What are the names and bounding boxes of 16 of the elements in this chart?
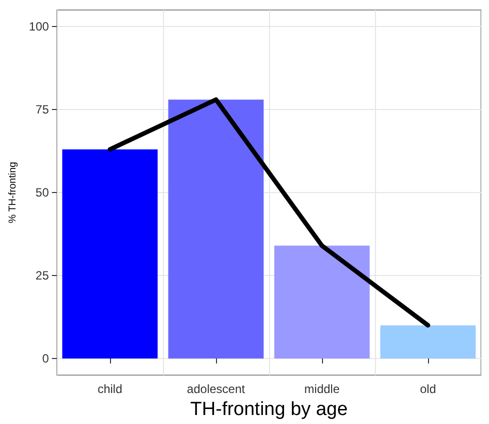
y-tick-label: 0 xyxy=(42,352,50,366)
y-tick-label: 25 xyxy=(36,268,50,283)
x-tick-label: adolescent xyxy=(186,382,246,396)
bar xyxy=(380,325,476,359)
y-tick-label: 50 xyxy=(36,186,50,200)
y-tick-label: 100 xyxy=(28,20,50,34)
bar xyxy=(168,100,264,359)
bar xyxy=(274,246,370,359)
y-axis-title: % TH-fronting xyxy=(8,162,18,224)
bar xyxy=(62,149,158,359)
x-tick-label: child xyxy=(98,382,122,396)
x-tick-label: middle xyxy=(304,382,340,396)
line-series xyxy=(108,97,430,328)
x-tick-label: old xyxy=(420,382,436,396)
y-tick-label: 75 xyxy=(36,102,50,117)
x-axis-title: TH-fronting by age xyxy=(190,399,348,420)
